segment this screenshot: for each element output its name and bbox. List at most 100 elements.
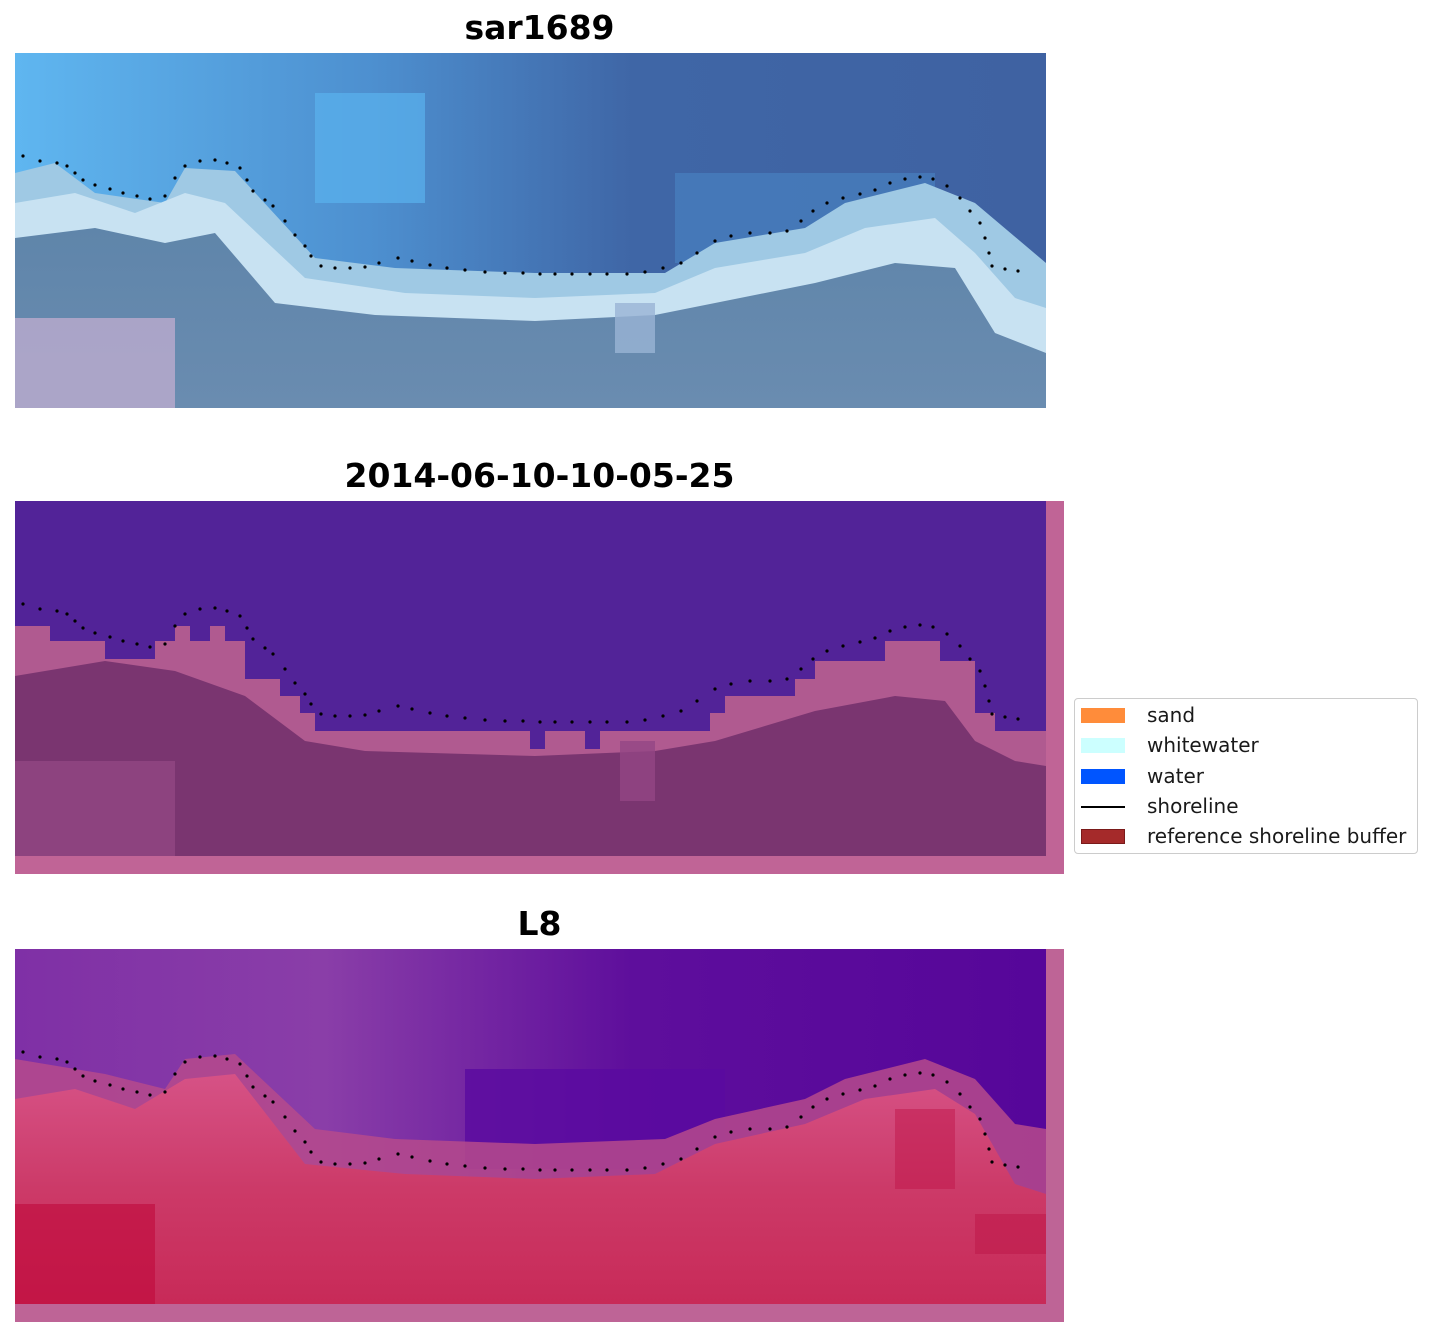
shoreline-dot	[990, 712, 994, 716]
shoreline-dot	[163, 642, 167, 646]
shoreline-dot	[238, 1062, 242, 1066]
shoreline-dot	[931, 625, 935, 629]
shoreline-dot	[445, 714, 449, 718]
shoreline-dot	[538, 272, 542, 276]
legend-label-whitewater: whitewater	[1147, 733, 1259, 758]
shoreline-dot	[785, 1125, 789, 1129]
shoreline-dot	[748, 231, 752, 235]
shoreline-dot	[21, 602, 25, 606]
shoreline-dot	[135, 194, 139, 198]
shoreline-dot	[173, 1072, 177, 1076]
shoreline-dot	[410, 1155, 414, 1159]
shoreline-dot	[21, 154, 25, 158]
shoreline-dot	[73, 171, 77, 175]
shoreline-dot	[588, 720, 592, 724]
shoreline-dot	[825, 1097, 829, 1101]
shoreline-dot	[238, 166, 242, 170]
shoreline-dot	[625, 272, 629, 276]
shoreline-dot	[348, 266, 352, 270]
shoreline-dot	[428, 263, 432, 267]
shoreline-dot	[521, 271, 525, 275]
water-swatch	[1081, 768, 1125, 784]
shoreline-dot	[1003, 715, 1007, 719]
shoreline-dot	[661, 714, 665, 718]
shoreline-dot	[251, 637, 255, 641]
shoreline-dot	[319, 1160, 323, 1164]
shoreline-dot	[65, 1060, 69, 1064]
sand-swatch	[1081, 708, 1125, 723]
shoreline-dot	[410, 707, 414, 711]
shoreline-dot	[503, 271, 507, 275]
panel-title-ndwi: L8	[517, 904, 562, 943]
shoreline-dot	[463, 1164, 467, 1168]
shoreline-dot	[93, 631, 97, 635]
shoreline-dot	[303, 692, 307, 696]
rgb-image	[15, 53, 1046, 408]
shoreline-dot	[55, 609, 59, 613]
shoreline-dot	[309, 702, 313, 706]
panel-title-rgb: sar1689	[464, 8, 615, 47]
shoreline-dot	[990, 1160, 994, 1164]
whitewater-swatch	[1081, 738, 1125, 754]
shoreline-dot	[271, 652, 275, 656]
shoreline-dot	[163, 194, 167, 198]
shoreline-dot	[799, 1115, 803, 1119]
shoreline-dot	[713, 239, 717, 243]
shoreline-dot	[679, 261, 683, 265]
shoreline-dot	[521, 719, 525, 723]
shoreline-dot	[396, 1152, 400, 1156]
shoreline-dot	[163, 1090, 167, 1094]
shoreline-dot	[245, 626, 249, 630]
shoreline-dot	[396, 256, 400, 260]
shoreline-dot	[643, 1166, 647, 1170]
shoreline-dot	[858, 640, 862, 644]
shoreline-dot	[81, 626, 85, 630]
shoreline-dot	[93, 1079, 97, 1083]
shoreline-dot	[825, 649, 829, 653]
shoreline-dots	[21, 602, 1020, 724]
shoreline-dot	[271, 1100, 275, 1104]
shoreline-dot	[605, 272, 609, 276]
shoreline-dot	[73, 619, 77, 623]
shoreline-dot	[968, 1105, 972, 1109]
shoreline-dot	[148, 197, 152, 201]
shoreline-dot	[463, 716, 467, 720]
shoreline-dot	[987, 699, 991, 703]
shoreline-dot	[945, 632, 949, 636]
shoreline-dot	[768, 1127, 772, 1131]
shoreline-dot	[283, 219, 287, 223]
shoreline-dot	[968, 657, 972, 661]
shoreline-dot	[348, 1162, 352, 1166]
shoreline-dot	[428, 1159, 432, 1163]
shoreline-dot	[333, 1162, 337, 1166]
shoreline-dot	[918, 175, 922, 179]
shoreline-dot	[1003, 267, 1007, 271]
shoreline-dot	[553, 272, 557, 276]
shoreline-dot	[873, 636, 877, 640]
shoreline-dot	[625, 720, 629, 724]
shoreline-dot	[695, 1147, 699, 1151]
shoreline-dot	[148, 645, 152, 649]
shoreline-dot	[198, 607, 202, 611]
legend-item-whitewater: whitewater	[1081, 733, 1417, 765]
shoreline-dots	[21, 154, 1020, 276]
shoreline-dot	[1003, 1163, 1007, 1167]
shoreline-dot	[643, 270, 647, 274]
shoreline-dot	[983, 684, 987, 688]
shoreline-dot	[729, 234, 733, 238]
shoreline-dot	[463, 268, 467, 272]
shoreline-dot	[38, 1055, 42, 1059]
shoreline-dot	[93, 183, 97, 187]
shoreline-dot	[319, 712, 323, 716]
shoreline-dot	[213, 1054, 217, 1058]
shoreline-dot	[918, 1071, 922, 1075]
shoreline-dot	[225, 161, 229, 165]
shoreline-dot	[135, 1090, 139, 1094]
shoreline-dot	[55, 1057, 59, 1061]
shoreline-dot	[445, 1162, 449, 1166]
shoreline-dot	[931, 1073, 935, 1077]
shoreline-dot	[293, 681, 297, 685]
shoreline-dot	[748, 679, 752, 683]
shoreline-dot	[121, 1087, 125, 1091]
shoreline-dot	[570, 1168, 574, 1172]
